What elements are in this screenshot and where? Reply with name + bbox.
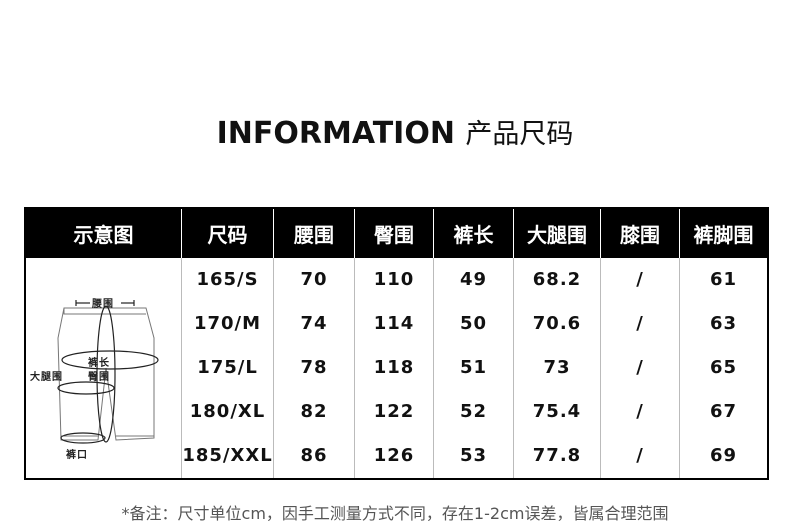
table-cell: 82 — [273, 389, 355, 434]
table-row: 180/XL 82 122 52 75.4/67 — [25, 389, 768, 434]
header-cell: 臀围 — [354, 208, 434, 258]
page-title: INFORMATION 产品尺码 — [0, 112, 790, 151]
header-cell: 大腿围 — [513, 208, 601, 258]
table-row: 170/M 74 114 50 70.6/63 — [25, 301, 768, 346]
table-cell: / — [600, 258, 680, 302]
table-cell: 180/XL — [181, 389, 274, 434]
label-thigh: 大腿围 — [30, 370, 63, 383]
table-cell: 70 — [273, 258, 355, 302]
table-cell: 63 — [679, 301, 768, 346]
table-cell: / — [600, 389, 680, 434]
table-cell: / — [600, 433, 680, 479]
table-cell: 165/S — [181, 258, 274, 302]
table-cell: 65 — [679, 345, 768, 390]
label-hip: 臀围 — [88, 371, 110, 383]
table-cell: 86 — [273, 433, 355, 479]
table-cell: 53 — [433, 433, 514, 479]
table-cell: 110 — [354, 258, 434, 302]
label-length: 裤长 — [88, 356, 110, 369]
size-table: 示意图 尺码 腰围 臀围 裤长 大腿围 膝围 裤脚围 腰围 裤长 臀围 大腿围 … — [24, 207, 769, 480]
table-cell: 52 — [433, 389, 514, 434]
diagram-cell: 腰围 裤长 臀围 大腿围 裤口 — [25, 258, 182, 479]
table-cell: 68.2 — [513, 258, 601, 302]
table-row: 185/XXL 86 126 53 77.8/69 — [25, 433, 768, 479]
table-cell: / — [600, 345, 680, 390]
table-cell: 78 — [273, 345, 355, 390]
header-cell: 膝围 — [600, 208, 680, 258]
table-cell: 73 — [513, 345, 601, 390]
table-cell: 77.8 — [513, 433, 601, 479]
header-cell: 尺码 — [181, 208, 274, 258]
table-cell: 118 — [354, 345, 434, 390]
table-header: 示意图 尺码 腰围 臀围 裤长 大腿围 膝围 裤脚围 — [25, 208, 768, 258]
table-cell: 74 — [273, 301, 355, 346]
title-en: INFORMATION — [216, 116, 455, 151]
table-cell: / — [600, 301, 680, 346]
table-cell: 50 — [433, 301, 514, 346]
table-row: 腰围 裤长 臀围 大腿围 裤口 165/S 70 110 49 68.2/61 — [25, 258, 768, 461]
header-cell: 裤长 — [433, 208, 514, 258]
table-row: 175/L 78 118 51 73/65 — [25, 345, 768, 390]
table-cell: 185/XXL — [181, 433, 274, 479]
title-cn: 产品尺码 — [465, 119, 574, 150]
table-cell: 122 — [354, 389, 434, 434]
table-cell: 170/M — [181, 301, 274, 346]
shorts-diagram: 腰围 裤长 臀围 大腿围 裤口 — [30, 298, 159, 461]
table-cell: 114 — [354, 301, 434, 346]
header-cell: 示意图 — [25, 208, 182, 258]
table-cell: 75.4 — [513, 389, 601, 434]
table-cell: 51 — [433, 345, 514, 390]
table-cell: 61 — [679, 258, 768, 302]
table-cell: 69 — [679, 433, 768, 479]
header-cell: 裤脚围 — [679, 208, 768, 258]
table-cell: 70.6 — [513, 301, 601, 346]
label-waist: 腰围 — [91, 298, 114, 310]
table-cell: 175/L — [181, 345, 274, 390]
header-cell: 腰围 — [273, 208, 355, 258]
label-hem: 裤口 — [66, 448, 88, 461]
table-cell: 49 — [433, 258, 514, 302]
footnote: *备注：尺寸单位cm，因手工测量方式不同，存在1-2cm误差，皆属合理范围 — [121, 504, 669, 523]
table-cell: 67 — [679, 389, 768, 434]
table-cell: 126 — [354, 433, 434, 479]
